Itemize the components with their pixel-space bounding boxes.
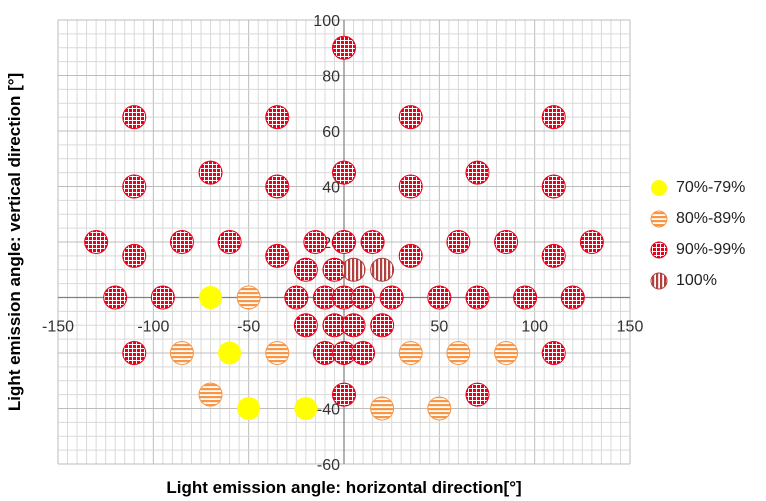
data-point-series-2 — [465, 160, 490, 185]
legend-label-100: 100% — [676, 271, 717, 289]
y-tick-label: 40 — [322, 180, 340, 197]
y-tick-label: 100 — [313, 13, 340, 30]
data-point-series-2 — [122, 243, 147, 268]
tick-labels: -150-100-50050100150-60-40-2002040608010… — [42, 13, 643, 474]
data-point-series-1 — [494, 341, 519, 365]
data-points — [84, 35, 604, 421]
legend: 70%-79% 80%-89% 90%-99% 100% — [648, 172, 763, 296]
data-point-series-2 — [541, 174, 566, 199]
data-point-series-2 — [541, 243, 566, 268]
data-point-series-2 — [398, 105, 423, 130]
data-point-series-2 — [446, 230, 471, 254]
data-point-series-2 — [465, 382, 490, 407]
data-point-series-2 — [513, 285, 538, 310]
data-point-series-2 — [427, 285, 452, 310]
data-point-series-2 — [265, 105, 290, 130]
y-axis-title: Light emission angle: vertical direction… — [5, 73, 24, 411]
data-point-series-2 — [560, 285, 585, 310]
data-point-series-2 — [541, 341, 566, 365]
legend-label-80-89: 80%-89% — [676, 209, 746, 227]
data-point-series-2 — [293, 313, 318, 338]
legend-marker-80-89 — [650, 210, 668, 227]
data-point-series-2 — [332, 382, 356, 407]
data-point-series-2 — [122, 341, 147, 365]
data-point-series-2 — [150, 285, 175, 310]
data-point-series-2 — [103, 285, 128, 310]
data-point-series-2 — [293, 257, 318, 282]
x-tick-label: 50 — [430, 319, 448, 336]
data-point-series-1 — [398, 341, 423, 365]
data-point-series-2 — [341, 313, 366, 338]
data-point-series-0 — [199, 286, 223, 309]
data-point-series-1 — [427, 396, 452, 421]
data-point-series-2 — [465, 285, 490, 310]
data-point-series-2 — [398, 174, 423, 199]
x-axis-title: Light emission angle: horizontal directi… — [166, 478, 521, 497]
data-point-series-2 — [360, 230, 385, 254]
data-point-series-1 — [236, 285, 261, 310]
data-point-series-0 — [237, 397, 261, 420]
legend-item-90-99: 90%-99% — [648, 234, 763, 265]
data-point-series-2 — [351, 285, 376, 310]
data-point-series-2 — [169, 230, 194, 254]
data-point-series-1 — [446, 341, 471, 365]
x-tick-label: 100 — [521, 319, 548, 336]
data-point-series-3 — [341, 257, 366, 282]
data-point-series-1 — [265, 341, 290, 365]
data-point-series-2 — [332, 160, 356, 185]
data-point-series-2 — [332, 230, 356, 254]
x-tick-label: -150 — [42, 319, 74, 336]
data-point-series-0 — [294, 397, 318, 420]
data-point-series-2 — [351, 341, 376, 365]
x-tick-label: 150 — [617, 319, 644, 336]
data-point-series-1 — [370, 396, 395, 421]
data-point-series-2 — [541, 105, 566, 130]
data-point-series-2 — [265, 174, 290, 199]
data-point-series-3 — [370, 257, 395, 282]
x-tick-label: -100 — [137, 319, 169, 336]
data-point-series-2 — [284, 285, 309, 310]
y-tick-label: 60 — [322, 124, 340, 141]
data-point-series-2 — [398, 243, 423, 268]
data-point-series-0 — [218, 341, 242, 365]
data-point-series-2 — [579, 230, 604, 254]
x-tick-label: -50 — [237, 319, 260, 336]
data-point-series-2 — [332, 35, 356, 60]
data-point-series-2 — [198, 160, 223, 185]
legend-item-80-89: 80%-89% — [648, 203, 763, 234]
data-point-series-2 — [84, 230, 109, 254]
legend-marker-70-79 — [651, 179, 667, 196]
data-point-series-2 — [122, 174, 147, 199]
data-point-series-2 — [379, 285, 404, 310]
legend-item-100: 100% — [648, 265, 763, 296]
legend-item-70-79: 70%-79% — [648, 172, 763, 203]
legend-label-70-79: 70%-79% — [676, 178, 746, 196]
data-point-series-2 — [265, 243, 290, 268]
legend-label-90-99: 90%-99% — [676, 240, 746, 258]
data-point-series-2 — [217, 230, 242, 254]
y-tick-label: -60 — [317, 457, 340, 474]
legend-marker-90-99 — [650, 241, 668, 258]
y-tick-label: -40 — [317, 402, 340, 419]
data-point-series-1 — [169, 341, 194, 365]
data-point-series-2 — [122, 105, 147, 130]
data-point-series-1 — [198, 382, 223, 407]
y-tick-label: 80 — [322, 69, 340, 86]
legend-marker-100 — [650, 272, 668, 289]
data-point-series-2 — [303, 230, 328, 254]
data-point-series-2 — [370, 313, 395, 338]
data-point-series-2 — [494, 230, 519, 254]
